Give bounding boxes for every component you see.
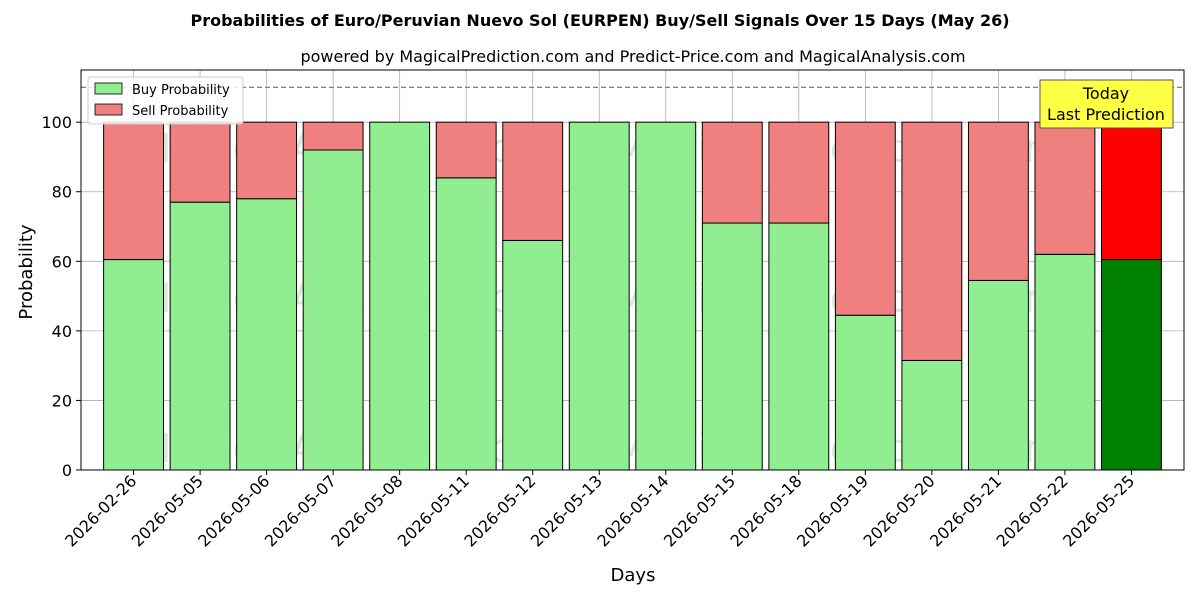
bar-buy-2026-05-19 bbox=[834, 314, 896, 471]
bar-buy-2026-05-12 bbox=[502, 239, 564, 471]
bar-buy-2026-05-11 bbox=[435, 177, 497, 471]
chart-subtitle: powered by MagicalPrediction.com and Pre… bbox=[300, 47, 965, 66]
bar-buy-2026-05-18 bbox=[768, 222, 830, 471]
bar-buy-2026-05-08 bbox=[369, 121, 431, 471]
callout-box bbox=[1039, 79, 1174, 129]
bar-buy-2026-05-06 bbox=[236, 198, 298, 471]
bar-sell-2026-05-06 bbox=[236, 121, 298, 200]
callout-line-last-prediction: Last Prediction bbox=[1047, 105, 1165, 124]
y-axis-label: Probability bbox=[16, 224, 37, 319]
x-axis-label: Days bbox=[611, 565, 656, 586]
y-tick-label: 0 bbox=[62, 461, 72, 480]
bar-sell-2026-05-07 bbox=[302, 121, 364, 151]
y-tick-label: 20 bbox=[52, 391, 72, 410]
y-tick-label: 60 bbox=[52, 252, 72, 271]
plot-frame bbox=[80, 69, 1185, 471]
legend-label-buy: Buy Probability bbox=[132, 83, 230, 98]
bar-buy-2026-05-13 bbox=[568, 121, 630, 471]
y-axis-ticks: 0 20 40 60 80 100 bbox=[41, 113, 81, 480]
bar-sell-2026-05-20 bbox=[901, 121, 963, 361]
bar-buy-2026-05-22 bbox=[1034, 253, 1096, 471]
bar-sell-2026-05-21 bbox=[967, 121, 1029, 281]
bar-buy-2026-05-20 bbox=[901, 359, 963, 471]
bar-sell-2026-02-26 bbox=[103, 121, 164, 261]
bar-sell-2026-05-15 bbox=[701, 121, 763, 224]
legend: Buy Probability Sell Probability bbox=[87, 76, 244, 125]
bar-sell-2026-05-05 bbox=[169, 121, 231, 203]
bars bbox=[103, 121, 1162, 471]
bar-buy-2026-05-21 bbox=[967, 279, 1029, 471]
bar-sell-2026-05-25 bbox=[1101, 121, 1162, 261]
bar-buy-2026-02-26 bbox=[103, 259, 164, 471]
legend-label-sell: Sell Probability bbox=[132, 104, 229, 119]
x-axis-ticks: 2026-02-262026-05-052026-05-062026-05-07… bbox=[61, 470, 1138, 551]
today-callout: Today Last Prediction bbox=[1039, 79, 1174, 129]
bar-sell-2026-05-18 bbox=[768, 121, 830, 224]
bar-sell-2026-05-19 bbox=[834, 121, 896, 316]
bar-buy-2026-05-14 bbox=[635, 121, 697, 471]
callout-line-today: Today bbox=[1082, 84, 1129, 103]
bar-buy-2026-05-05 bbox=[169, 201, 231, 471]
bar-buy-2026-05-25 bbox=[1101, 259, 1162, 471]
bar-sell-2026-05-12 bbox=[502, 121, 564, 241]
bar-sell-2026-05-11 bbox=[435, 121, 497, 179]
x-tick-label: 2026-05-25 bbox=[1059, 471, 1138, 550]
bar-sell-2026-05-22 bbox=[1034, 121, 1096, 255]
legend-swatch-sell bbox=[94, 103, 123, 116]
bar-buy-2026-05-15 bbox=[701, 222, 763, 471]
legend-swatch-buy bbox=[94, 82, 123, 95]
y-tick-label: 40 bbox=[52, 322, 72, 341]
legend-box bbox=[87, 76, 244, 125]
y-tick-label: 80 bbox=[52, 183, 72, 202]
y-tick-label: 100 bbox=[41, 113, 72, 132]
bar-buy-2026-05-07 bbox=[302, 149, 364, 471]
chart-title: Probabilities of Euro/Peruvian Nuevo Sol… bbox=[190, 11, 1009, 30]
